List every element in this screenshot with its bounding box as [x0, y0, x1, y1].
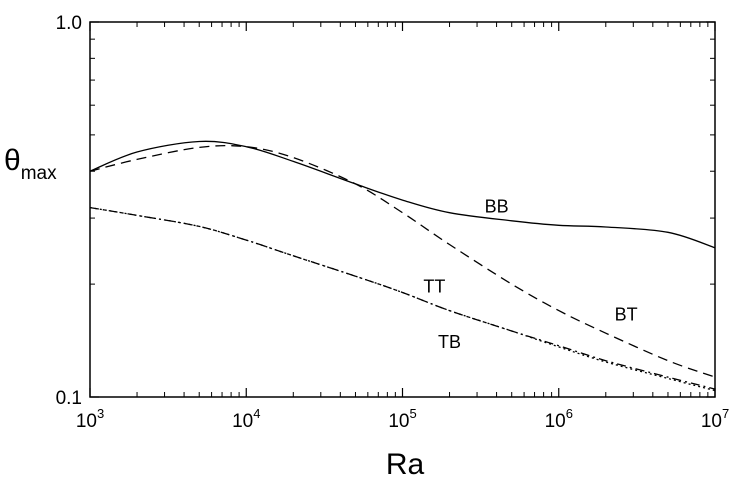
x-tick-label: 103 — [76, 406, 104, 432]
curve-label-bb: BB — [485, 197, 509, 217]
x-tick-base: 10 — [701, 411, 722, 432]
x-tick-base: 10 — [388, 411, 409, 432]
x-tick-exponent: 3 — [97, 406, 104, 421]
x-tick-exponent: 7 — [722, 406, 729, 421]
y-tick-label: 0.1 — [56, 388, 82, 409]
series-line-tb — [89, 206, 716, 392]
curve-labels: BB TT BT TB — [423, 197, 637, 352]
curve-label-bt: BT — [615, 304, 638, 324]
x-tick-base: 10 — [545, 411, 566, 432]
series-line-bb — [89, 140, 716, 249]
x-tick-exponent: 4 — [253, 406, 260, 421]
x-tick-label: 104 — [232, 406, 260, 432]
y-tick-label: 1.0 — [56, 13, 82, 34]
series-line-tt — [89, 206, 716, 390]
y-axis-title: θmax — [4, 144, 57, 184]
x-tick-exponent: 6 — [566, 406, 573, 421]
y-axis-ticks: 0.1 1.0 — [56, 13, 715, 409]
x-tick-exponent: 5 — [409, 406, 416, 421]
series-line-bt — [89, 144, 716, 378]
x-tick-label: 107 — [701, 406, 729, 432]
x-tick-label: 106 — [545, 406, 573, 432]
x-tick-label: 105 — [388, 406, 416, 432]
series-lines — [89, 140, 716, 392]
curve-label-tt: TT — [423, 276, 445, 296]
x-tick-base: 10 — [76, 411, 97, 432]
x-tick-base: 10 — [232, 411, 253, 432]
curve-label-tb: TB — [438, 332, 461, 352]
y-axis-title-subscript: max — [21, 163, 57, 184]
x-axis-title: Ra — [386, 448, 425, 481]
x-axis-ticks: 103 104 105 106 107 — [76, 22, 729, 432]
y-axis-title-symbol: θ — [4, 144, 21, 177]
